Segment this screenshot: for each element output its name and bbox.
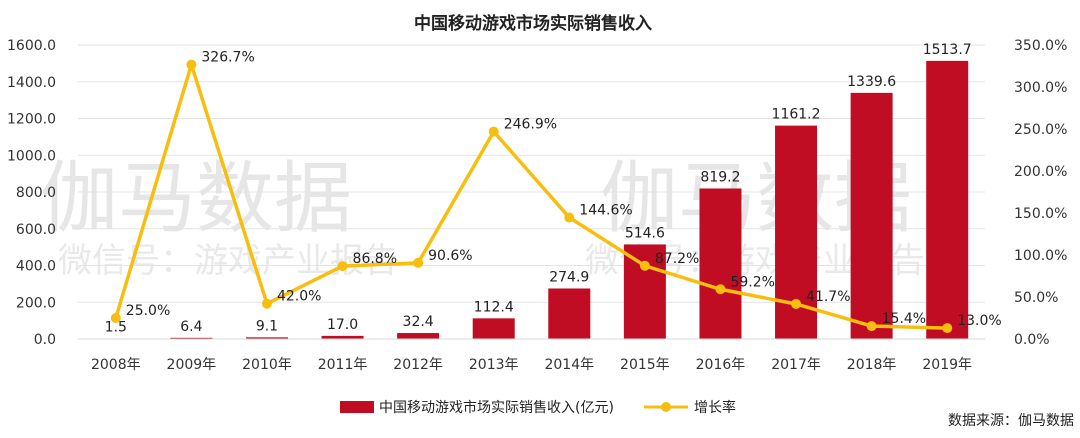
- x-tick-label: 2013年: [469, 357, 519, 373]
- y-left-tick-label: 1200.0: [7, 112, 56, 128]
- growth-value-label: 87.2%: [655, 251, 699, 267]
- bar: [397, 333, 440, 339]
- axes: 0.0 200.0 400.0 600.0 800.0 1000.0 1200.0 1400.…: [7, 38, 1067, 373]
- y-left-tick-label: 400.0: [16, 259, 56, 275]
- y-left-tick-label: 200.0: [16, 295, 56, 311]
- growth-value-label: 13.0%: [957, 313, 1001, 329]
- growth-point: [110, 313, 121, 323]
- y-right-tick-label: 250.0%: [1014, 122, 1067, 138]
- x-tick-label: 2009年: [167, 357, 217, 373]
- bar-value-label: 32.4: [403, 314, 434, 330]
- y-left-tick-label: 1600.0: [7, 38, 56, 54]
- growth-point: [261, 298, 272, 309]
- y-right-tick-label: 200.0%: [1014, 164, 1067, 180]
- bar: [548, 288, 591, 339]
- growth-point: [564, 212, 575, 223]
- bar-value-label: 17.0: [327, 317, 358, 333]
- growth-line: [114, 62, 948, 330]
- x-tick-label: 2016年: [696, 357, 746, 373]
- bar-value-label: 1.5: [105, 320, 127, 336]
- bar-value-label: 274.9: [549, 269, 589, 285]
- y-left-tick-label: 600.0: [16, 222, 56, 238]
- grid: [78, 44, 985, 303]
- growth-point: [488, 126, 499, 137]
- y-right-tick-label: 300.0%: [1014, 80, 1067, 96]
- data-labels: 1.5 6.4 9.1 17.0 32.4 112.4 274.9 514.6 819.2 116…: [105, 42, 1002, 336]
- growth-value-label: 86.8%: [353, 251, 397, 267]
- y-left-tick-label: 1000.0: [7, 148, 56, 164]
- bar-value-label: 112.4: [474, 299, 514, 315]
- legend: 中国移动游戏市场实际销售收入(亿元) 增长率: [340, 399, 736, 416]
- y-right-tick-label: 0.0%: [1014, 332, 1050, 348]
- growth-point: [186, 59, 197, 70]
- bar-value-label: 9.1: [256, 318, 278, 334]
- growth-value-label: 90.6%: [428, 248, 472, 264]
- growth-point: [413, 257, 424, 268]
- legend-line-marker: [661, 402, 671, 412]
- bar-series: [94, 60, 969, 339]
- y-right-tick-label: 150.0%: [1014, 206, 1067, 222]
- x-tick-label: 2014年: [544, 357, 594, 373]
- y-left-tick-label: 0.0: [34, 332, 56, 348]
- y-right-tick-label: 100.0%: [1014, 248, 1067, 264]
- y-right-tick-label: 50.0%: [1014, 290, 1058, 306]
- growth-value-label: 326.7%: [201, 50, 254, 66]
- growth-point: [337, 261, 348, 272]
- bar-value-label: 6.4: [180, 319, 202, 335]
- bar: [472, 318, 515, 339]
- watermark-wechat-left: 微信号：游戏产业报告: [58, 241, 398, 281]
- bar-value-label: 1161.2: [772, 107, 821, 123]
- y-left-tick-label: 1400.0: [7, 75, 56, 91]
- watermark-logo-left: 伽马数据: [40, 154, 352, 244]
- x-tick-label: 2015年: [620, 357, 670, 373]
- growth-value-label: 25.0%: [126, 303, 170, 319]
- legend-line-label: 增长率: [694, 399, 736, 416]
- legend-bar-label: 中国移动游戏市场实际销售收入(亿元): [379, 399, 614, 416]
- growth-value-label: 42.0%: [277, 289, 321, 305]
- growth-point: [942, 323, 953, 334]
- growth-value-label: 15.4%: [882, 311, 926, 327]
- growth-point: [866, 321, 877, 332]
- x-tick-label: 2019年: [922, 357, 972, 373]
- data-source: 数据来源：伽马数据: [948, 413, 1074, 429]
- growth-value-label: 59.2%: [730, 274, 774, 290]
- growth-value-label: 246.9%: [504, 117, 557, 133]
- x-tick-label: 2011年: [318, 357, 368, 373]
- bar-value-label: 1339.6: [847, 74, 896, 90]
- chart-title: 中国移动游戏市场实际销售收入: [414, 13, 652, 34]
- bar: [321, 335, 364, 339]
- x-tick-label: 2012年: [393, 357, 443, 373]
- growth-value-label: 144.6%: [579, 203, 632, 219]
- bar: [170, 337, 213, 339]
- bar-value-label: 1513.7: [923, 42, 972, 58]
- y-left-tick-label: 800.0: [16, 185, 56, 201]
- x-tick-label: 2018年: [847, 357, 897, 373]
- growth-point: [791, 298, 802, 309]
- growth-value-label: 41.7%: [806, 289, 850, 305]
- bar: [850, 92, 893, 339]
- growth-point: [639, 260, 650, 271]
- x-tick-label: 2010年: [242, 357, 292, 373]
- bar-value-label: 819.2: [700, 169, 740, 185]
- bar: [623, 244, 666, 339]
- bar: [926, 60, 969, 339]
- x-tick-label: 2017年: [771, 357, 821, 373]
- legend-bar-swatch: [340, 401, 374, 413]
- bar: [245, 337, 288, 339]
- growth-point: [715, 284, 726, 295]
- bar: [699, 188, 742, 339]
- x-tick-label: 2008年: [91, 357, 141, 373]
- growth-line-series: [110, 59, 953, 334]
- bar-value-label: 514.6: [625, 225, 665, 241]
- y-right-tick-label: 350.0%: [1014, 38, 1067, 54]
